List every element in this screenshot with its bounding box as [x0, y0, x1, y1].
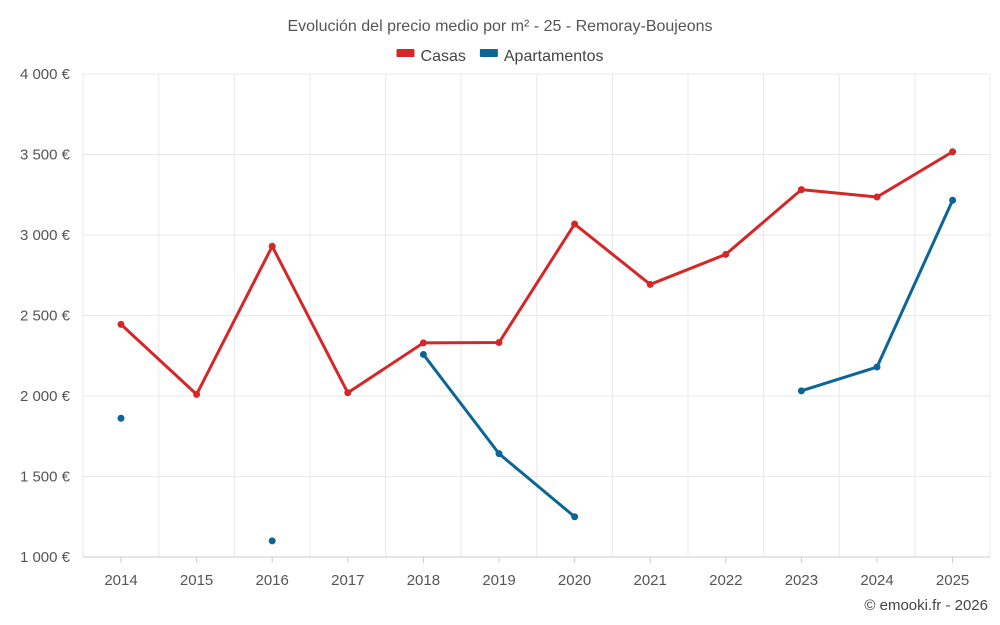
x-tick-label: 2025	[936, 572, 969, 589]
x-tick-label: 2016	[256, 572, 289, 589]
data-point	[949, 148, 957, 156]
y-tick-label: 2 500 €	[20, 308, 71, 325]
y-tick-label: 3 500 €	[20, 147, 71, 164]
grid	[82, 73, 991, 558]
x-tick-label: 2020	[558, 572, 591, 589]
data-point	[722, 250, 730, 258]
legend-swatch	[396, 49, 415, 57]
x-tick-label: 2019	[482, 572, 515, 589]
data-point	[419, 339, 427, 347]
legend-label: Casas	[421, 48, 466, 65]
series-layer	[117, 148, 957, 545]
series-casas	[117, 148, 957, 398]
data-point	[797, 186, 805, 194]
series-line-apartamentos	[799, 198, 955, 393]
legend-swatch	[479, 49, 498, 57]
y-tick-label: 1 500 €	[20, 469, 71, 486]
data-point	[495, 339, 503, 347]
series-apartamentos	[117, 196, 957, 545]
data-point	[646, 280, 654, 288]
series-line-apartamentos	[421, 352, 577, 519]
data-point	[117, 414, 125, 422]
series-line-casas	[119, 150, 955, 396]
x-tick-label: 2022	[709, 572, 742, 589]
data-point	[873, 193, 881, 201]
x-tick-label: 2017	[331, 572, 364, 589]
data-point	[117, 320, 125, 328]
x-tick-label: 2021	[634, 572, 667, 589]
legend-label: Apartamentos	[504, 48, 604, 65]
data-point	[344, 389, 352, 397]
data-point	[571, 513, 579, 521]
y-tick-label: 4 000 €	[20, 66, 71, 83]
data-point	[268, 242, 276, 250]
y-axis: 1 000 € 1 500 € 2 000 € 2 500 € 3 000 € 3 500…	[20, 66, 71, 566]
y-tick-label: 1 000 €	[20, 549, 71, 566]
data-point	[873, 363, 881, 371]
x-tick-label: 2014	[104, 572, 137, 589]
data-point	[571, 220, 579, 228]
data-point	[193, 390, 201, 398]
data-point	[949, 196, 957, 204]
y-tick-label: 2 000 €	[20, 388, 71, 405]
data-point	[419, 350, 427, 358]
credit-text: © emooki.fr - 2026	[864, 597, 988, 614]
x-axis: 2014 2015 2016 2017 2018 2019 2020 2021 2022 2023…	[104, 557, 969, 589]
data-point	[797, 387, 805, 395]
chart-title: Evolución del precio medio por m² - 25 -…	[287, 18, 712, 35]
y-tick-label: 3 000 €	[20, 227, 71, 244]
x-tick-label: 2018	[407, 572, 440, 589]
x-tick-label: 2015	[180, 572, 213, 589]
data-point	[268, 537, 276, 545]
x-tick-label: 2024	[860, 572, 893, 589]
x-tick-label: 2023	[785, 572, 818, 589]
legend: Casas Apartamentos	[396, 48, 604, 65]
data-point	[495, 450, 503, 458]
